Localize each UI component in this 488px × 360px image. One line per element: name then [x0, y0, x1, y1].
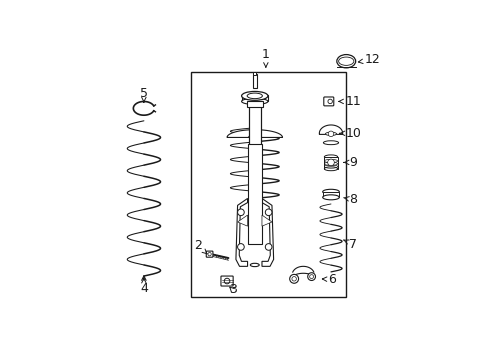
Circle shape	[289, 274, 298, 283]
Circle shape	[224, 278, 229, 284]
Text: 12: 12	[358, 53, 380, 66]
FancyBboxPatch shape	[206, 251, 212, 257]
Ellipse shape	[250, 263, 259, 267]
Ellipse shape	[325, 132, 336, 135]
Circle shape	[237, 244, 244, 250]
Text: 3: 3	[228, 283, 236, 296]
Ellipse shape	[322, 189, 339, 194]
Text: 2: 2	[194, 239, 206, 254]
Bar	[246, 101, 262, 107]
Bar	[324, 157, 337, 169]
Text: 4: 4	[140, 279, 147, 295]
Circle shape	[307, 273, 315, 280]
Polygon shape	[226, 130, 282, 138]
Text: 8: 8	[343, 193, 356, 206]
Bar	[241, 95, 267, 102]
Text: 7: 7	[343, 238, 356, 251]
FancyBboxPatch shape	[221, 276, 233, 286]
Bar	[191, 72, 346, 297]
Circle shape	[327, 131, 333, 136]
Bar	[248, 100, 260, 146]
Ellipse shape	[324, 155, 337, 159]
Circle shape	[327, 159, 334, 166]
Text: 6: 6	[322, 273, 336, 286]
Circle shape	[237, 209, 244, 216]
Ellipse shape	[241, 91, 267, 100]
Text: 11: 11	[338, 95, 360, 108]
Text: 9: 9	[343, 156, 356, 169]
Bar	[252, 74, 257, 87]
Polygon shape	[262, 215, 271, 226]
Bar	[253, 72, 256, 75]
FancyBboxPatch shape	[323, 97, 333, 106]
Circle shape	[265, 244, 271, 250]
Bar	[247, 144, 262, 244]
Ellipse shape	[324, 167, 337, 171]
Bar	[322, 192, 339, 197]
Text: 10: 10	[339, 127, 360, 140]
Polygon shape	[319, 125, 342, 134]
Text: 5: 5	[140, 87, 147, 102]
Circle shape	[207, 252, 211, 256]
Ellipse shape	[246, 93, 262, 99]
Circle shape	[309, 275, 313, 279]
Circle shape	[327, 99, 332, 104]
Polygon shape	[262, 198, 273, 266]
Ellipse shape	[323, 141, 338, 145]
Polygon shape	[235, 198, 247, 266]
Ellipse shape	[336, 55, 355, 68]
Text: 1: 1	[262, 48, 269, 67]
Circle shape	[291, 276, 296, 281]
Ellipse shape	[338, 57, 353, 66]
Circle shape	[265, 209, 271, 216]
Polygon shape	[237, 215, 247, 226]
Ellipse shape	[241, 98, 267, 104]
Ellipse shape	[322, 195, 339, 200]
